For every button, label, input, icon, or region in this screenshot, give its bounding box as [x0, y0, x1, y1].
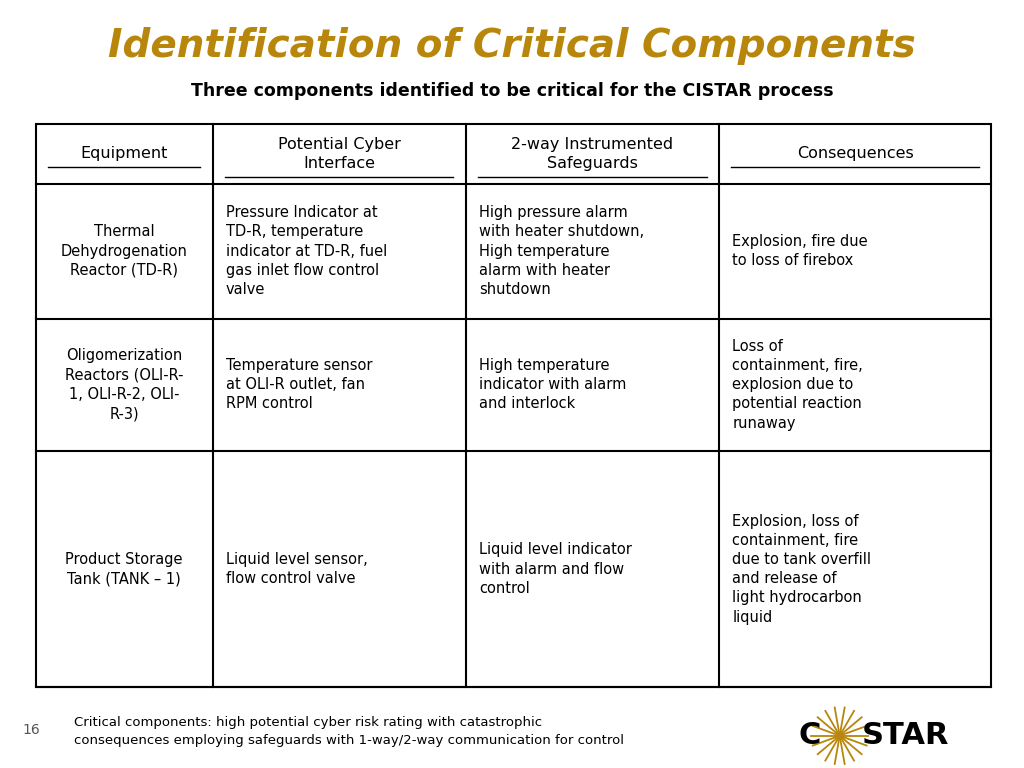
Text: Identification of Critical Components: Identification of Critical Components: [109, 27, 915, 65]
Text: Loss of
containment, fire,
explosion due to
potential reaction
runaway: Loss of containment, fire, explosion due…: [732, 339, 863, 431]
Text: Oligomerization
Reactors (OLI-R-
1, OLI-R-2, OLI-
R-3): Oligomerization Reactors (OLI-R- 1, OLI-…: [65, 349, 183, 421]
Text: Product Storage
Tank (TANK – 1): Product Storage Tank (TANK – 1): [66, 552, 183, 586]
Text: STAR: STAR: [862, 721, 949, 750]
Text: 16: 16: [23, 723, 40, 737]
Text: Liquid level indicator
with alarm and flow
control: Liquid level indicator with alarm and fl…: [479, 542, 632, 596]
Text: C: C: [799, 721, 821, 750]
Bar: [36, 124, 991, 687]
Text: High pressure alarm
with heater shutdown,
High temperature
alarm with heater
shu: High pressure alarm with heater shutdown…: [479, 205, 644, 297]
Text: Pressure Indicator at
TD-R, temperature
indicator at TD-R, fuel
gas inlet flow c: Pressure Indicator at TD-R, temperature …: [226, 205, 387, 297]
Text: Three components identified to be critical for the CISTAR process: Three components identified to be critic…: [190, 82, 834, 100]
Text: Critical components: high potential cyber risk rating with catastrophic
conseque: Critical components: high potential cybe…: [74, 716, 624, 746]
Text: Potential Cyber
Interface: Potential Cyber Interface: [278, 137, 400, 171]
Text: Explosion, loss of
containment, fire
due to tank overfill
and release of
light h: Explosion, loss of containment, fire due…: [732, 514, 871, 624]
Text: Liquid level sensor,
flow control valve: Liquid level sensor, flow control valve: [226, 552, 368, 586]
Text: High temperature
indicator with alarm
and interlock: High temperature indicator with alarm an…: [479, 358, 627, 412]
Text: Explosion, fire due
to loss of firebox: Explosion, fire due to loss of firebox: [732, 234, 868, 268]
Text: Consequences: Consequences: [797, 147, 913, 161]
Text: 2-way Instrumented
Safeguards: 2-way Instrumented Safeguards: [511, 137, 674, 171]
Text: Temperature sensor
at OLI-R outlet, fan
RPM control: Temperature sensor at OLI-R outlet, fan …: [226, 358, 373, 412]
Text: Equipment: Equipment: [81, 147, 168, 161]
Text: Thermal
Dehydrogenation
Reactor (TD-R): Thermal Dehydrogenation Reactor (TD-R): [60, 224, 187, 278]
